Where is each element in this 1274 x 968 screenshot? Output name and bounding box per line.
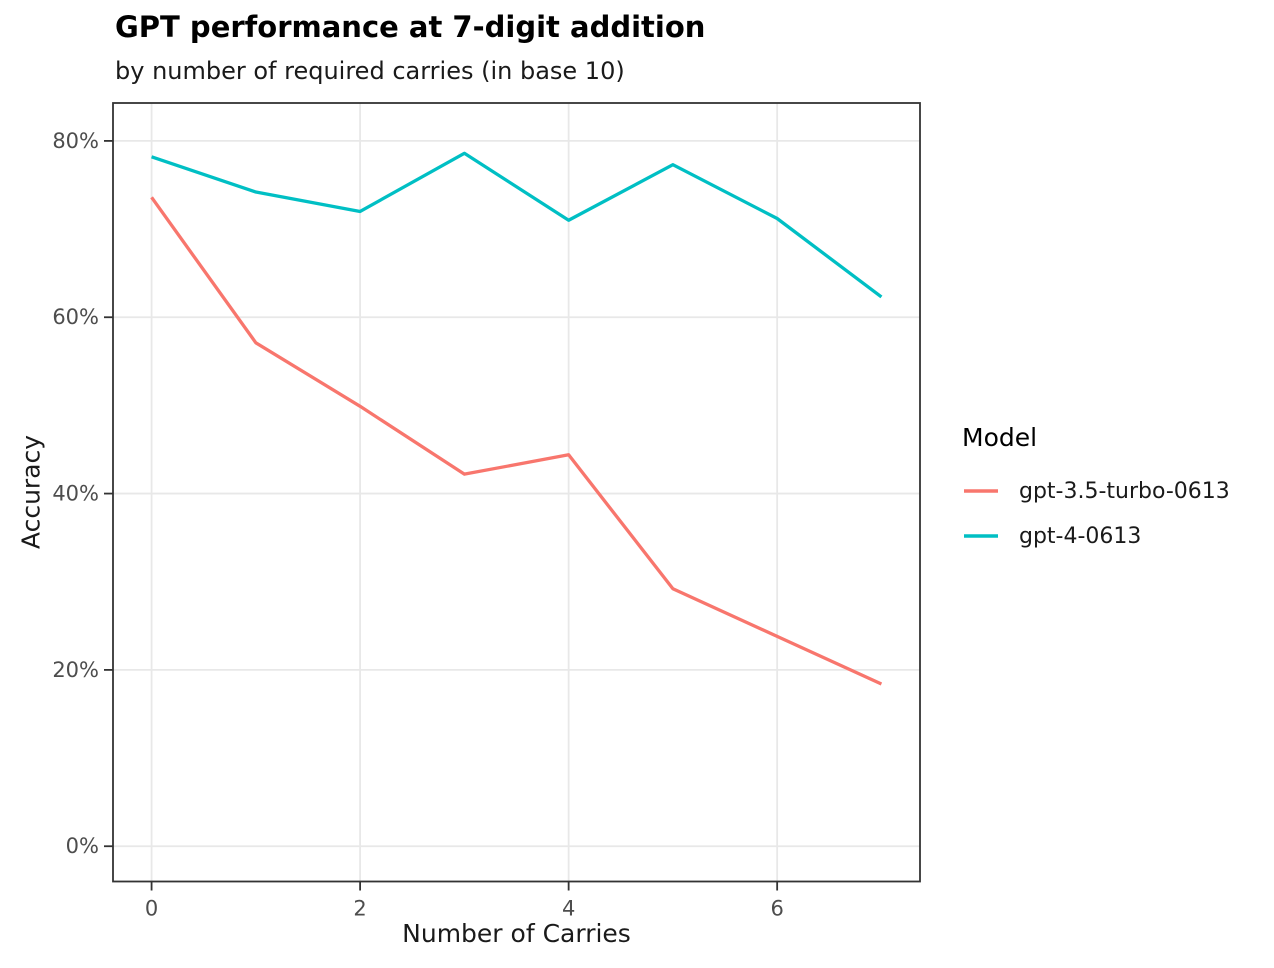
x-axis-title: Number of Carries: [402, 919, 631, 948]
chart-subtitle: by number of required carries (in base 1…: [115, 57, 625, 85]
y-tick-label-0: 0%: [66, 834, 99, 858]
y-tick-label-20: 20%: [52, 658, 99, 682]
legend-item-gpt-4-0613: gpt-4-0613: [962, 521, 1230, 551]
x-tick-label-2: 2: [353, 897, 366, 921]
y-tick-label-80: 80%: [52, 129, 99, 153]
legend-label-gpt-4-0613: gpt-4-0613: [1019, 523, 1142, 549]
x-tick-label-4: 4: [562, 897, 575, 921]
legend: Model gpt-3.5-turbo-0613 gpt-4-0613: [962, 423, 1230, 566]
y-tick-label-60: 60%: [52, 305, 99, 329]
series-line-gpt-3.5-turbo-0613: [150, 196, 883, 686]
legend-item-gpt-3-5-turbo-0613: gpt-3.5-turbo-0613: [962, 476, 1230, 506]
y-axis-title: Accuracy: [16, 434, 46, 550]
x-tick-label-6: 6: [770, 897, 783, 921]
legend-key-line-icon: [964, 534, 998, 538]
y-tick-label-40: 40%: [52, 482, 99, 506]
series-line-gpt-4-0613: [151, 151, 883, 299]
legend-title: Model: [962, 423, 1038, 452]
panel-border: [112, 102, 921, 883]
x-tick-label-0: 0: [145, 897, 158, 921]
legend-key-line-icon: [964, 489, 998, 493]
legend-label-gpt-3-5-turbo-0613: gpt-3.5-turbo-0613: [1019, 478, 1230, 504]
chart-title: GPT performance at 7-digit addition: [115, 10, 706, 44]
